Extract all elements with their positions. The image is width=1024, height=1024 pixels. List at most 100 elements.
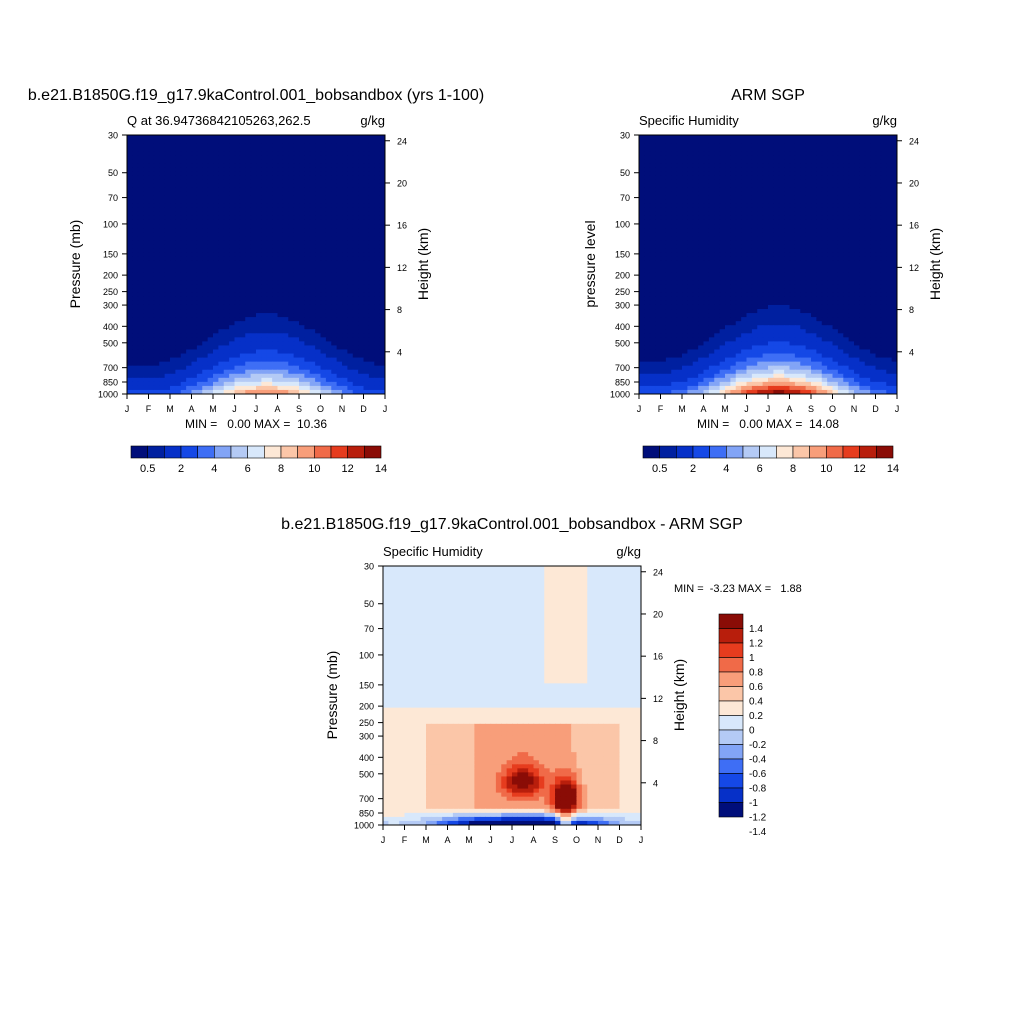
- contour-cell: [239, 321, 246, 326]
- contour-cell: [698, 151, 705, 156]
- contour-cell: [773, 171, 780, 177]
- contour-cell: [363, 207, 370, 213]
- contour-cell: [676, 143, 683, 148]
- contour-cell: [127, 248, 133, 253]
- contour-cell: [272, 187, 279, 193]
- contour-cell: [800, 143, 807, 148]
- contour-cell: [864, 159, 871, 164]
- contour-cell: [735, 244, 742, 249]
- contour-cell: [170, 377, 176, 383]
- contour-cell: [864, 175, 871, 181]
- y-tick-label: 100: [103, 219, 118, 229]
- contour-cell: [352, 300, 359, 306]
- contour-cell: [277, 377, 284, 383]
- contour-cell: [719, 187, 726, 193]
- contour-cell: [644, 195, 651, 201]
- contour-cell: [261, 272, 268, 278]
- contour-cell: [708, 252, 715, 258]
- contour-cell: [811, 264, 817, 270]
- contour-cell: [315, 256, 322, 262]
- contour-cell: [309, 151, 316, 156]
- contour-cell: [379, 139, 385, 144]
- contour-cell: [649, 143, 656, 148]
- colorbar-swatch: [164, 445, 182, 459]
- contour-cell: [186, 139, 193, 144]
- contour-cell: [848, 215, 855, 221]
- contour-cell: [153, 191, 160, 197]
- contour-cell: [671, 147, 678, 152]
- contour-cell: [336, 321, 343, 326]
- contour-cell: [347, 183, 354, 189]
- contour-cell: [821, 143, 828, 148]
- contour-cell: [789, 215, 796, 221]
- contour-cell: [153, 167, 160, 173]
- contour-cell: [811, 260, 817, 266]
- contour-cell: [368, 389, 375, 394]
- contour-cell: [848, 167, 855, 173]
- contour-cell: [655, 147, 662, 152]
- contour-cell: [186, 244, 193, 249]
- contour-cell: [870, 248, 877, 253]
- contour-cell: [794, 260, 801, 266]
- contour-cell: [773, 163, 780, 168]
- contour-cell: [784, 248, 791, 253]
- contour-cell: [352, 353, 359, 359]
- contour-cell: [671, 143, 678, 148]
- contour-cell: [299, 151, 305, 156]
- contour-cell: [143, 228, 150, 233]
- contour-cell: [746, 191, 753, 197]
- contour-cell: [347, 147, 354, 152]
- contour-cell: [832, 272, 839, 278]
- contour-cell: [250, 280, 257, 286]
- contour-cell: [676, 139, 683, 144]
- contour-cell: [218, 349, 225, 355]
- contour-cell: [266, 215, 273, 221]
- contour-cell: [784, 155, 791, 160]
- contour-cell: [827, 199, 834, 205]
- contour-cell: [336, 163, 343, 168]
- contour-cell: [880, 171, 887, 177]
- contour-cell: [735, 207, 742, 213]
- contour-cell: [153, 329, 160, 334]
- contour-cell: [725, 199, 731, 205]
- contour-cell: [368, 357, 375, 363]
- contour-cell: [239, 219, 246, 225]
- contour-cell: [864, 167, 871, 173]
- contour-cell: [768, 264, 774, 270]
- contour-cell: [207, 215, 214, 221]
- contour-cell: [687, 264, 694, 270]
- contour-cell: [331, 365, 338, 371]
- contour-cell: [708, 219, 715, 225]
- contour-cell: [665, 211, 672, 217]
- contour-cell: [848, 139, 855, 144]
- contour-cell: [768, 163, 774, 168]
- contour-cell: [223, 369, 230, 375]
- contour-cell: [320, 232, 327, 237]
- contour-cell: [336, 199, 343, 205]
- contour-cell: [827, 248, 834, 253]
- contour-cell: [261, 171, 268, 177]
- contour-cell: [180, 224, 187, 229]
- contour-cell: [315, 171, 322, 177]
- contour-cell: [175, 147, 182, 152]
- contour-cell: [202, 377, 209, 383]
- contour-cell: [213, 219, 219, 225]
- contour-cell: [789, 207, 796, 213]
- contour-cell: [320, 284, 327, 290]
- contour-cell: [164, 191, 171, 197]
- contour-cell: [746, 195, 753, 201]
- contour-cell: [649, 252, 656, 258]
- contour-cell: [751, 228, 758, 233]
- contour-cell: [191, 329, 198, 334]
- contour-cell: [336, 187, 343, 193]
- contour-cell: [773, 244, 780, 249]
- contour-cell: [229, 381, 236, 387]
- contour-cell: [708, 183, 715, 189]
- contour-cell: [234, 260, 241, 266]
- contour-cell: [784, 175, 791, 181]
- contour-cell: [816, 224, 823, 229]
- contour-cell: [272, 199, 279, 205]
- contour-cell: [186, 195, 193, 201]
- contour-cell: [137, 195, 144, 201]
- contour-cell: [282, 236, 289, 241]
